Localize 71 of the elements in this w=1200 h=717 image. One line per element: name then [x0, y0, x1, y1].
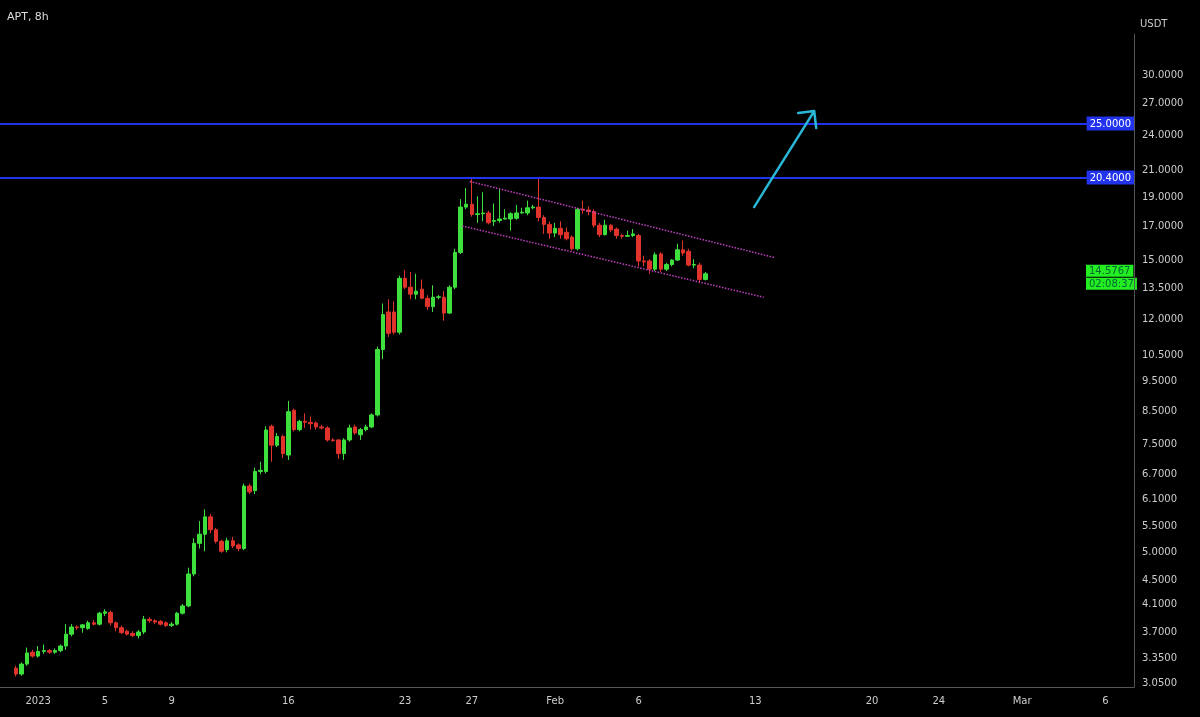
candlestick	[575, 207, 580, 251]
y-tick-label: 6.1000	[1142, 492, 1177, 504]
candlestick	[653, 251, 657, 272]
candlestick	[697, 262, 702, 284]
candlestick	[47, 648, 52, 655]
chart-title: APT, 8h	[7, 10, 49, 23]
x-tick-label: 6	[1102, 694, 1109, 706]
x-tick-label: 24	[932, 694, 946, 706]
candlestick	[242, 483, 246, 551]
candlestick	[603, 219, 607, 236]
candlestick	[247, 483, 252, 495]
x-tick-label: 9	[168, 694, 175, 706]
candlestick	[269, 424, 274, 463]
y-tick-label: 19.0000	[1142, 190, 1184, 202]
candlestick	[75, 625, 79, 631]
candlestick	[692, 258, 696, 269]
candlestick	[553, 222, 557, 238]
annotation: 02:08:37	[1089, 278, 1134, 290]
y-tick-label: 30.0000	[1142, 69, 1184, 81]
y-tick-label: 8.5000	[1142, 404, 1177, 416]
x-tick-label: 6	[635, 694, 642, 706]
y-tick-label: 17.0000	[1142, 220, 1184, 232]
y-tick-label: 12.0000	[1142, 313, 1184, 325]
candlestick	[486, 210, 491, 225]
y-tick-label: 4.5000	[1142, 573, 1177, 585]
x-tick-label: 2023	[25, 694, 51, 706]
candlestick	[225, 537, 229, 553]
y-tick-label: 5.5000	[1142, 520, 1177, 532]
candlestick	[286, 400, 291, 461]
x-tick-label: 27	[465, 694, 479, 706]
candlestick	[353, 424, 357, 436]
y-axis-title: USDT	[1140, 17, 1169, 29]
y-tick-label: 4.1000	[1142, 598, 1177, 610]
x-tick-label: Feb	[546, 694, 565, 706]
candlestick	[397, 275, 402, 335]
candlestick	[36, 645, 40, 659]
y-tick-label: 6.7000	[1142, 467, 1177, 479]
y-tick-label: 10.5000	[1142, 348, 1184, 360]
y-tick-label: 13.5000	[1142, 281, 1184, 293]
ref-line-label: 20.4000	[1089, 171, 1131, 183]
y-tick-label: 3.7000	[1142, 625, 1177, 637]
candlestick	[92, 619, 96, 627]
candlestick	[14, 665, 18, 678]
candlestick	[30, 649, 35, 659]
candlestick	[275, 432, 279, 448]
y-tick-label: 24.0000	[1142, 128, 1184, 140]
candlestick	[414, 273, 418, 300]
candlestick	[470, 176, 474, 218]
candlestick	[297, 419, 302, 432]
y-tick-label: 15.0000	[1142, 253, 1184, 265]
x-tick-label: 23	[398, 694, 412, 706]
y-tick-label: 27.0000	[1142, 97, 1184, 109]
x-tick-label: Mar	[1012, 694, 1033, 706]
y-tick-label: 3.0500	[1142, 677, 1177, 689]
ref-line-label: 25.0000	[1089, 117, 1131, 129]
y-tick-label: 7.5000	[1142, 437, 1177, 449]
candlestick	[442, 290, 446, 322]
y-tick-label: 3.3500	[1142, 652, 1177, 664]
x-tick-label: 16	[282, 694, 295, 706]
y-tick-label: 9.5000	[1142, 375, 1177, 387]
y-tick-label: 5.0000	[1142, 545, 1177, 557]
y-tick-label: 21.0000	[1142, 164, 1184, 176]
x-tick-label: 20	[865, 694, 879, 706]
candlestick	[659, 251, 663, 273]
annotation: 14.5767	[1089, 265, 1131, 277]
x-tick-label: 5	[101, 694, 109, 706]
candlestick	[292, 408, 296, 432]
candlestick	[281, 434, 285, 459]
candlestick	[703, 271, 708, 281]
candlestick	[42, 644, 46, 655]
x-tick-label: 13	[748, 694, 762, 706]
